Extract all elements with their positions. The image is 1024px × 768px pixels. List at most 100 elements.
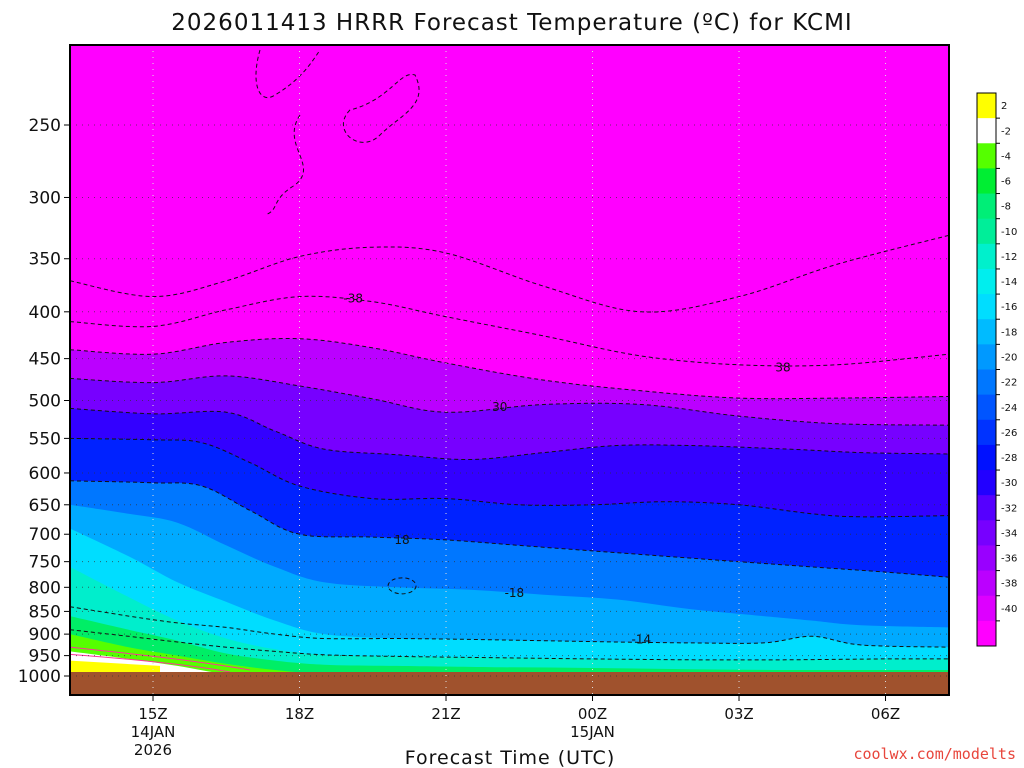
x-tick-label: 15Z (138, 705, 167, 723)
colorbar-label: -38 (1001, 579, 1017, 590)
contour-label: 18 (394, 533, 409, 547)
isotherm-line-6 (70, 480, 949, 578)
y-tick-label: 700 (29, 525, 61, 545)
plot-fill (70, 45, 949, 695)
colorbar-swatch (977, 319, 996, 345)
freezing-line-1 (70, 646, 251, 671)
colorbar-label: -20 (1001, 353, 1017, 364)
colorbar-swatch (977, 143, 996, 169)
isotherm-line-5 (70, 437, 949, 518)
colorbar-swatch (977, 419, 996, 446)
colorbar-label: -40 (1001, 604, 1017, 615)
colorbar-label: -8 (1001, 202, 1011, 213)
x-tick-label: 18Z (285, 705, 314, 723)
x-tick-label: 06Z (871, 705, 900, 723)
colorbar-label: -36 (1001, 554, 1017, 565)
colorbar-swatch (977, 595, 996, 622)
colorbar-swatch (977, 93, 996, 119)
y-tick-label: 250 (29, 116, 61, 136)
colorbar-swatch (977, 520, 996, 546)
isotherm-blob-4 (387, 577, 417, 595)
colorbar-label: -12 (1001, 252, 1017, 263)
y-tick-label: 450 (29, 350, 61, 370)
colorbar-swatch (977, 394, 996, 421)
contour-label: -38 (343, 292, 363, 306)
plot-frame (69, 44, 950, 696)
y-tick-label: 800 (29, 578, 61, 598)
contour-label: 30 (492, 400, 507, 414)
x-tick-label: 00Z (578, 705, 607, 723)
colorbar-swatch (977, 620, 996, 647)
isotherm-blob-3 (264, 114, 304, 216)
x-tick-date: 14JAN (131, 723, 176, 741)
y-axis: 250 300 350 400 450 500 550 600 650 700 750 800 850 9… (18, 116, 70, 687)
isotherm-line-8 (70, 629, 949, 661)
colorbar-label: -26 (1001, 428, 1017, 439)
y-tick-label: 1000 (18, 667, 61, 687)
isotherm-line-1 (70, 295, 949, 367)
x-tick-year: 2026 (134, 741, 172, 759)
colorbar-label: -32 (1001, 503, 1017, 514)
y-tick-label: 500 (29, 392, 61, 412)
contour-label: 38 (775, 360, 790, 374)
ground (70, 672, 949, 695)
colorbar-swatch (977, 495, 996, 521)
x-tick-label: 21Z (431, 705, 460, 723)
isotherm-blob-2 (343, 73, 420, 143)
isotherm-line-2 (70, 338, 949, 400)
isotherm-line-0 (70, 234, 949, 313)
colorbar-label: 2 (1001, 101, 1007, 112)
colorbar-label: -30 (1001, 478, 1017, 489)
colorbar-swatch (977, 243, 996, 270)
colorbar-swatch (977, 218, 996, 245)
contour-label: -18 (505, 586, 525, 600)
colorbar-label: -18 (1001, 327, 1017, 338)
y-tick-label: 900 (29, 625, 61, 645)
y-tick-label: 750 (29, 553, 61, 573)
colorbar-swatch (977, 369, 996, 396)
colorbar-swatch (977, 570, 996, 597)
isotherm-line-7 (70, 606, 949, 648)
x-axis-label: Forecast Time (UTC) (405, 747, 615, 768)
colorbar-swatch (977, 193, 996, 220)
isotherm-line-3 (70, 375, 949, 426)
colorbar-label: -10 (1001, 227, 1017, 238)
colorbar-label: -14 (1001, 277, 1017, 288)
y-tick-label: 400 (29, 303, 61, 323)
colorbar-label: -2 (1001, 126, 1011, 137)
colorbar-swatch (977, 168, 996, 195)
y-tick-label: 350 (29, 250, 61, 270)
y-tick-label: 300 (29, 188, 61, 208)
credit-link[interactable]: coolwx.com/modelts (853, 745, 1016, 763)
colorbar-label: -22 (1001, 378, 1017, 389)
freezing-line-2 (70, 653, 231, 673)
colorbar-swatch (977, 294, 996, 320)
y-tick-label: 850 (29, 602, 61, 622)
plot-area: -38 38 30 18 -18 -14 (69, 44, 950, 696)
colorbar-swatch (977, 344, 996, 370)
y-tick-label: 550 (29, 429, 61, 449)
y-tick-label: 600 (29, 464, 61, 484)
x-tick-label: 03Z (724, 705, 753, 723)
colorbar-swatch (977, 268, 996, 295)
y-tick-label: 950 (29, 647, 61, 667)
colorbar-swatch (977, 470, 996, 496)
colorbar-label: -24 (1001, 403, 1017, 414)
isotherm-line-4 (70, 407, 949, 461)
colorbar-swatch (977, 118, 996, 144)
colorbar-label: -28 (1001, 453, 1017, 464)
colorbar-label: -6 (1001, 177, 1011, 188)
grid (70, 45, 949, 695)
colorbar-swatch (977, 545, 996, 572)
colorbar-swatch (977, 444, 996, 471)
colorbar-label: -16 (1001, 302, 1017, 313)
y-tick-label: 650 (29, 496, 61, 516)
chart-title: 2026011413 HRRR Forecast Temperature (ºC… (171, 10, 852, 36)
x-tick-date: 15JAN (570, 723, 615, 741)
colorbar-label: -4 (1001, 151, 1011, 162)
contour-label: -14 (632, 632, 652, 646)
colorbar: 2 -2 -4 -6 -8 -10 -12 -14 -16 -18 -20 -22 -24 -26 -28 -… (976, 92, 1017, 647)
colorbar-label: -34 (1001, 528, 1017, 539)
